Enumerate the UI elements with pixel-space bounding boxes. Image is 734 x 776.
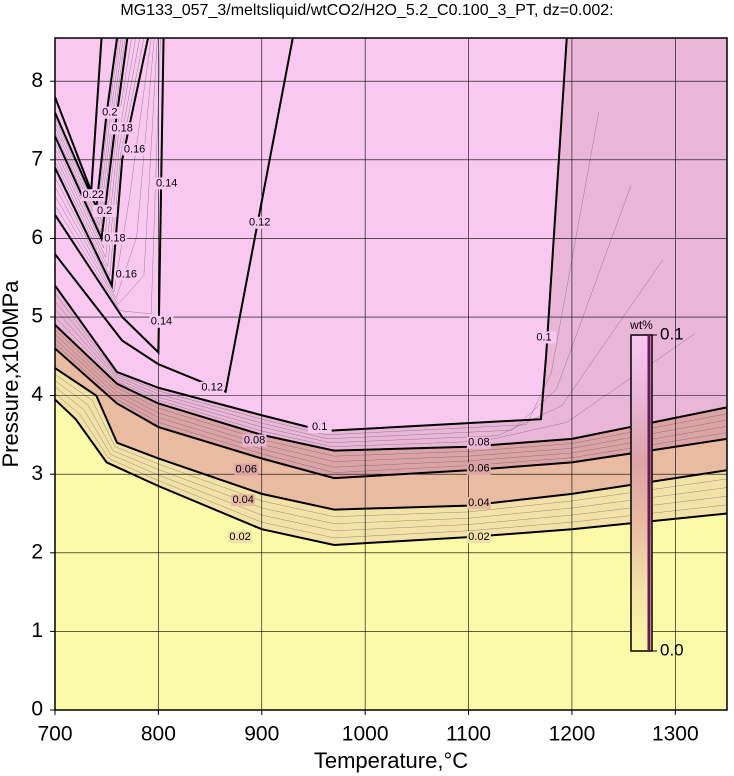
contour-label-bg [466, 531, 491, 544]
contour-label-bg [247, 216, 272, 229]
x-axis-label: Temperature,°C [314, 748, 468, 773]
contour-label-bg [154, 177, 179, 190]
contour-label-bg [92, 204, 117, 217]
contour-label: 0.2 [102, 107, 117, 119]
y-tick-label: 6 [31, 226, 43, 249]
contour-label-bg [234, 463, 259, 476]
contour-line [55, 38, 165, 355]
contour-label-bg [466, 436, 491, 449]
contour-line [55, 398, 727, 546]
x-tick-label: 1100 [446, 723, 491, 746]
contour-label: 0.14 [151, 316, 172, 328]
contour-label-bg [307, 421, 332, 434]
minor-contour [55, 38, 152, 293]
contour-line [55, 324, 727, 452]
contour-line [55, 38, 119, 211]
minor-contour [55, 38, 158, 305]
contour-label: 0.02 [468, 531, 489, 543]
contour-line [55, 38, 129, 243]
contour-label: 0.18 [104, 232, 125, 244]
minor-contour [55, 185, 632, 440]
contour-label-bg [122, 143, 147, 156]
plot-area: 0.02 0.02 0.04 0.04 0.06 0.06 0.08 0.08 0.1 0.1 0.… [55, 38, 727, 710]
minor-contour [55, 38, 161, 315]
minor-contour [55, 38, 132, 249]
contour-line [55, 367, 727, 511]
colorbar-tick-label: 0.0 [660, 640, 684, 659]
minor-contour [55, 38, 124, 227]
contour-label: 0.2 [97, 205, 112, 217]
contour-label: 0.1 [312, 421, 327, 433]
contour-label: 0.08 [244, 434, 265, 446]
contour-label: 0.12 [249, 217, 270, 229]
contour-label-bg [149, 315, 174, 328]
y-tick-label: 1 [31, 619, 43, 642]
contour-label-bg [114, 268, 139, 281]
contour-label-bg [102, 232, 127, 245]
contour-label: 0.04 [468, 497, 489, 509]
contour-band [55, 38, 102, 192]
y-axis-label: Pressure,x100MPa [0, 280, 23, 468]
y-tick-label: 4 [31, 383, 43, 406]
colorbar [630, 334, 653, 652]
minor-contour [55, 338, 727, 468]
contour-line [55, 38, 294, 394]
minor-contour [55, 38, 136, 259]
contour-label: 0.06 [468, 463, 489, 475]
contour-label-bg [200, 381, 225, 394]
minor-contour [55, 38, 120, 215]
x-tick-label: 800 [141, 723, 176, 746]
contour-label-bg [466, 462, 491, 475]
minor-contour [55, 259, 664, 444]
minor-contour [55, 343, 727, 473]
contour-label-bg [97, 106, 122, 119]
contour-line [55, 38, 150, 290]
x-tick-label: 1300 [652, 723, 699, 746]
minor-contour [55, 38, 122, 221]
contour-label: 0.14 [156, 177, 177, 189]
minor-contour [55, 38, 126, 234]
minor-contour [55, 334, 727, 462]
x-tick-label: 1200 [549, 723, 596, 746]
x-tick-label: 1000 [342, 723, 389, 746]
contour-label-bg [242, 434, 267, 447]
x-tick-label: 700 [37, 723, 72, 746]
contour-line [55, 347, 727, 480]
contour-line [55, 38, 568, 432]
minor-contour [55, 329, 727, 457]
contour-label: 0.18 [111, 122, 132, 134]
minor-contour [55, 316, 696, 447]
y-tick-label: 2 [31, 540, 43, 563]
contour-label: 0.06 [236, 463, 257, 475]
contour-label: 0.12 [201, 382, 222, 394]
minor-contour [55, 38, 155, 299]
contour-label: 0.22 [83, 189, 104, 201]
minor-contour [55, 111, 600, 436]
colorbar-tick-label: 0.1 [660, 324, 684, 343]
contour-label-bg [228, 531, 253, 544]
y-tick-label: 3 [31, 462, 43, 485]
contour-label: 0.08 [468, 437, 489, 449]
contour-label-bg [231, 494, 256, 507]
contour-label-bg [81, 189, 106, 202]
y-tick-label: 5 [31, 305, 43, 328]
y-tick-label: 7 [31, 147, 43, 170]
y-tick-label: 0 [31, 698, 43, 721]
contour-label: 0.16 [124, 144, 145, 156]
plot-frame [54, 37, 728, 711]
contour-label-bg [532, 331, 557, 344]
contour-label: 0.16 [116, 268, 137, 280]
colorbar-label: wt% [629, 318, 653, 332]
contour-label-bg [110, 122, 135, 135]
y-tick-label: 8 [31, 69, 43, 92]
contour-label: 0.04 [232, 494, 253, 506]
contour-label-bg [466, 497, 491, 510]
x-tick-label: 900 [244, 723, 279, 746]
contour-label: 0.02 [229, 531, 250, 543]
contour-label: 0.1 [536, 331, 551, 343]
chart-title: MG133_057_3/meltsliquid/wtCO2/H2O_5.2_C0… [120, 2, 613, 19]
